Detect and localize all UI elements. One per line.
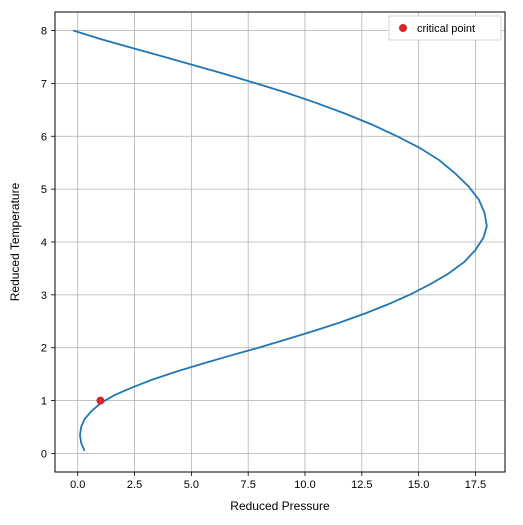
y-tick-label: 7 — [41, 78, 47, 90]
critical-point-marker — [96, 397, 104, 405]
legend-label: critical point — [417, 23, 475, 35]
x-tick-label: 5.0 — [184, 479, 199, 491]
y-tick-label: 5 — [41, 184, 47, 196]
x-tick-label: 0.0 — [70, 479, 85, 491]
x-tick-label: 7.5 — [241, 479, 256, 491]
legend-marker — [399, 24, 407, 32]
x-tick-label: 10.0 — [294, 479, 315, 491]
y-tick-label: 3 — [41, 290, 47, 302]
x-tick-label: 2.5 — [127, 479, 142, 491]
y-tick-label: 4 — [41, 237, 47, 249]
y-tick-label: 0 — [41, 448, 47, 460]
x-tick-label: 15.0 — [408, 479, 429, 491]
chart-svg: 0.0 2.5 5.0 7.5 10.0 12.5 15.0 17.5 0 1 2 3 4 5 6 7 8 Red… — [0, 0, 523, 525]
x-tick-label: 17.5 — [465, 479, 486, 491]
y-tick-label: 8 — [41, 26, 47, 38]
y-tick-label: 1 — [41, 396, 47, 408]
y-tick-label: 6 — [41, 131, 47, 143]
y-axis-label: Reduced Temperature — [8, 182, 22, 301]
x-tick-label: 12.5 — [351, 479, 372, 491]
x-axis-label: Reduced Pressure — [230, 499, 330, 513]
chart-container: 0.0 2.5 5.0 7.5 10.0 12.5 15.0 17.5 0 1 2 3 4 5 6 7 8 Red… — [0, 0, 523, 525]
y-tick-label: 2 — [41, 343, 47, 355]
